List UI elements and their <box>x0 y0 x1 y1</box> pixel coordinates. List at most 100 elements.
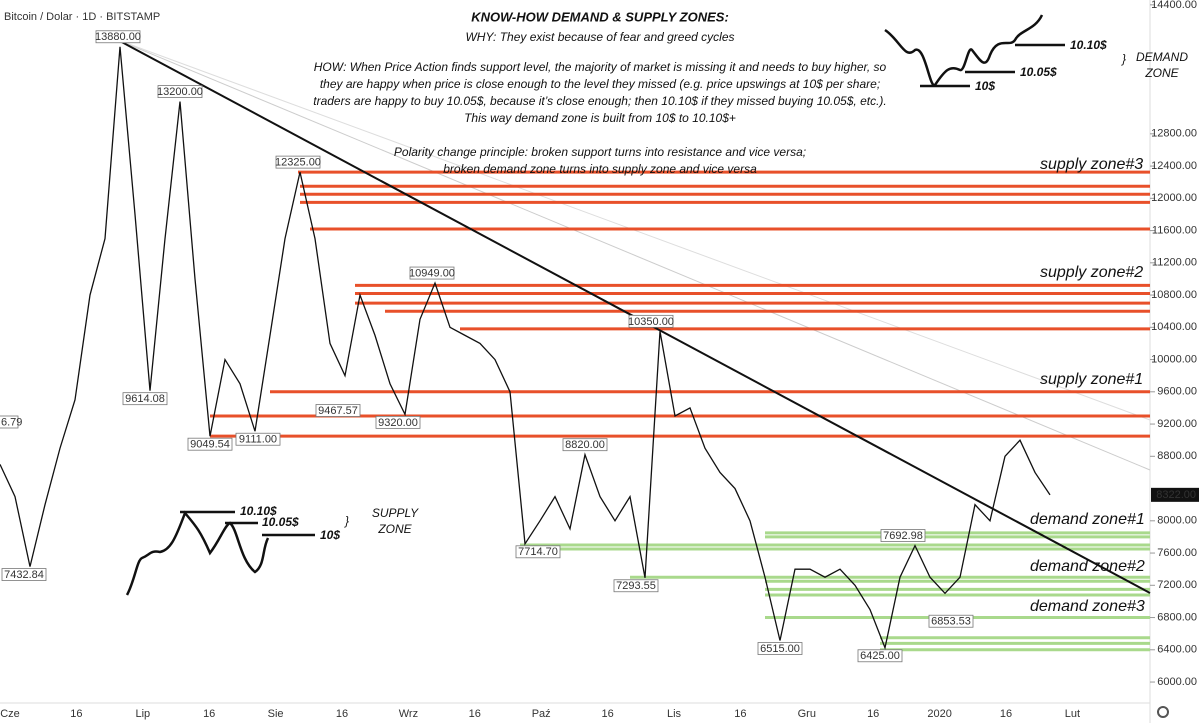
price-label: 9111.00 <box>239 434 277 446</box>
sketch-label: 10.05$ <box>262 515 299 529</box>
zones <box>210 170 1150 652</box>
price-label: 9049.54 <box>190 439 230 451</box>
x-tick-label: 16 <box>70 708 82 720</box>
price-label-box <box>857 649 903 663</box>
note-line: traders are happy to buy 10.05$, because… <box>313 94 887 108</box>
y-tick-label: 7200.00 <box>1157 579 1197 591</box>
x-tick-label: 16 <box>203 708 215 720</box>
price-label-box <box>880 529 926 542</box>
y-tick-label: 11600.00 <box>1152 224 1197 236</box>
y-tick-label: 7600.00 <box>1157 547 1197 559</box>
price-label-box <box>928 614 974 628</box>
settings-icon[interactable] <box>1157 706 1169 718</box>
x-tick-label: 16 <box>867 708 879 720</box>
x-tick-label: Paź <box>532 708 551 720</box>
price-label: 9467.57 <box>318 405 358 417</box>
zone-label: demand zone#1 <box>1030 511 1145 528</box>
price-label-box <box>757 642 803 655</box>
legend: Bitcoin / Dolar · 1D · BITSTAMP <box>4 11 160 23</box>
price-label: 6425.00 <box>860 650 900 662</box>
y-tick-label: 6800.00 <box>1157 611 1197 623</box>
y-tick-label: 10000.00 <box>1151 353 1197 365</box>
x-tick-label: 16 <box>734 708 746 720</box>
note-line: Polarity change principle: broken suppor… <box>394 145 806 159</box>
x-tick-label: Sie <box>268 708 284 720</box>
x-tick-label: Cze <box>0 708 20 720</box>
y-tick-label: 8800.00 <box>1157 450 1197 462</box>
supply-sketch: 10.10$ 10.05$ 10$ } SUPPLY ZONE <box>125 504 419 596</box>
edge-label-box <box>0 415 19 429</box>
plot-bg <box>0 0 1150 703</box>
y-tick-label: 12800.00 <box>1151 128 1197 140</box>
x-tick-label: Lip <box>135 708 150 720</box>
y-tick-label: 9600.00 <box>1157 386 1197 398</box>
x-tick-label: 16 <box>469 708 481 720</box>
last-price-box <box>1151 487 1199 502</box>
sketch-title: ZONE <box>377 522 412 536</box>
sketch-label: 10$ <box>320 528 340 542</box>
price-label-box <box>122 392 168 406</box>
y-tick-label: 10800.00 <box>1151 289 1197 301</box>
x-tick-label: Wrz <box>399 708 418 720</box>
price-layer <box>0 46 1051 651</box>
zone-label: supply zone#1 <box>1040 371 1143 388</box>
price-label: 9614.08 <box>125 393 165 405</box>
price-label: 7432.84 <box>4 569 44 581</box>
demand-sketch: 10.10$ 10.05$ 10$ } DEMAND ZONE <box>884 14 1188 93</box>
price-label: 6515.00 <box>760 643 800 655</box>
trendline <box>117 39 1151 471</box>
y-tick-label: 11200.00 <box>1152 257 1197 269</box>
notes: HOW: When Price Action finds support lev… <box>313 60 887 176</box>
sketch-title: DEMAND <box>1136 50 1188 64</box>
price-label-box <box>95 30 141 44</box>
brace: } <box>1121 52 1126 66</box>
sketch-title: SUPPLY <box>372 506 419 520</box>
x-tick-label: 16 <box>601 708 613 720</box>
sketch-label: 10$ <box>975 79 995 93</box>
y-tick-label: 6400.00 <box>1157 644 1197 656</box>
zone-label: supply zone#3 <box>1040 156 1143 173</box>
note-line: HOW: When Price Action finds support lev… <box>314 60 887 74</box>
x-tick-label: 16 <box>1000 708 1012 720</box>
sketch-label: 10.10$ <box>1070 38 1107 52</box>
edge-label: 6.79 <box>1 416 22 428</box>
price-label-box <box>1 568 47 581</box>
y-tick-label: 6000.00 <box>1157 676 1197 688</box>
zone-label: supply zone#2 <box>1040 264 1143 281</box>
price-label-box <box>613 579 659 593</box>
y-tick-label: 10400.00 <box>1151 321 1197 333</box>
note-line: they are happy when price is close enoug… <box>320 77 880 91</box>
note-line: This way demand zone is built from 10$ t… <box>464 111 736 125</box>
price-label-box <box>275 155 321 169</box>
y-tick-label: 8000.00 <box>1157 515 1197 527</box>
price-line <box>0 46 1051 651</box>
price-label-box <box>235 432 281 446</box>
x-tick-label: Lut <box>1065 708 1080 720</box>
x-tick-label: 16 <box>336 708 348 720</box>
zone-label: demand zone#2 <box>1030 558 1145 575</box>
price-label: 13880.00 <box>95 31 141 43</box>
subtitle: WHY: They exist because of fear and gree… <box>465 30 734 44</box>
price-label: 10350.00 <box>628 316 674 328</box>
y-tick-label: 12400.00 <box>1151 160 1197 172</box>
price-label-box <box>409 266 455 280</box>
last-price: 8322.00 <box>1156 489 1196 501</box>
price-label: 9320.00 <box>378 417 418 429</box>
sketch-title: ZONE <box>1144 66 1179 80</box>
sketch-label: 10.05$ <box>1020 65 1057 79</box>
price-label-box <box>562 438 608 452</box>
price-label-box <box>187 437 233 451</box>
price-label: 7293.55 <box>616 580 656 592</box>
settings-icon[interactable] <box>1157 706 1169 718</box>
price-label: 8820.00 <box>565 439 605 451</box>
brace: } <box>344 514 349 528</box>
note-line: broken demand zone turns into supply zon… <box>443 162 757 176</box>
price-label-box <box>628 314 674 328</box>
x-tick-label: 2020 <box>927 708 951 720</box>
title: KNOW-HOW DEMAND & SUPPLY ZONES: <box>471 9 729 24</box>
price-label-box <box>515 545 561 559</box>
x-tick-label: Gru <box>798 708 816 720</box>
sketch-label: 10.10$ <box>240 504 277 518</box>
price-label-box <box>315 404 361 417</box>
